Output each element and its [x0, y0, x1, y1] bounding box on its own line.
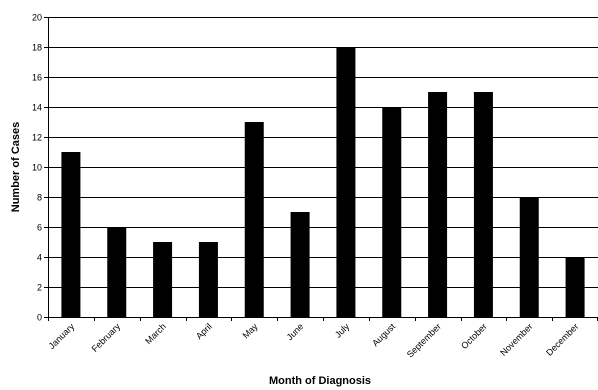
bar-april: [198, 242, 218, 317]
y-tick-label: 16: [32, 73, 42, 83]
x-tick-label: August: [370, 321, 397, 348]
y-tick-label: 10: [32, 163, 42, 173]
axes: [44, 17, 598, 321]
y-tick-label: 8: [37, 193, 42, 203]
y-tick-labels: 0 2 4 6 8 10 12 14 16 18 20: [32, 13, 42, 323]
y-tick-label: 2: [37, 283, 42, 293]
x-axis-title: Month of Diagnosis: [269, 375, 371, 387]
bar-december: [565, 257, 585, 317]
x-tick-label: October: [459, 321, 489, 351]
bar-march: [153, 242, 173, 317]
bar-november: [519, 197, 539, 317]
y-tick-label: 14: [32, 103, 42, 113]
x-tick-label: March: [143, 321, 168, 346]
y-tick-label: 0: [37, 313, 42, 323]
bar-february: [107, 227, 127, 317]
x-tick-label: April: [194, 321, 214, 341]
bar-august: [382, 107, 402, 317]
x-tick-label: January: [47, 321, 77, 351]
grid-lines: [48, 17, 598, 288]
bar-september: [428, 92, 448, 317]
x-tick-label: September: [405, 321, 443, 359]
y-axis-title: Number of Cases: [10, 122, 22, 212]
bar-january: [61, 152, 81, 317]
x-tick-label: June: [285, 321, 306, 342]
x-tick-label: May: [241, 321, 260, 340]
x-tick-label: November: [498, 321, 534, 357]
x-tick-labels: January February March April May June July Augu…: [47, 321, 581, 360]
bars: [61, 47, 585, 317]
y-tick-label: 20: [32, 13, 42, 23]
x-tick-label: July: [333, 321, 352, 340]
bar-october: [473, 92, 493, 317]
x-tick-label: December: [544, 321, 580, 357]
y-tick-label: 4: [37, 253, 42, 263]
y-tick-label: 6: [37, 223, 42, 233]
y-tick-label: 18: [32, 43, 42, 53]
y-tick-label: 12: [32, 133, 42, 143]
bar-july: [336, 47, 356, 317]
bar-june: [290, 212, 310, 317]
bar-may: [244, 122, 264, 317]
x-tick-label: February: [90, 321, 123, 354]
